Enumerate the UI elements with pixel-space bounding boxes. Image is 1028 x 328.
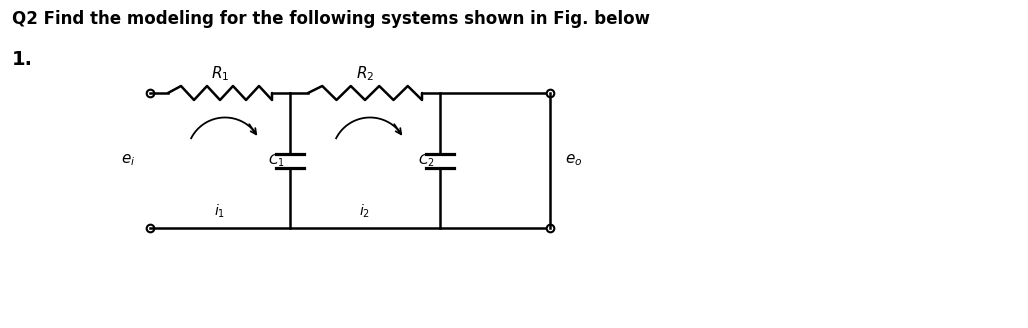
Text: $R_2$: $R_2$ — [356, 64, 374, 83]
Text: 1.: 1. — [12, 50, 33, 69]
Text: $C_2$: $C_2$ — [418, 152, 435, 169]
Text: $e_i$: $e_i$ — [120, 153, 135, 168]
Text: $i_2$: $i_2$ — [360, 202, 370, 220]
Text: Q2 Find the modeling for the following systems shown in Fig. below: Q2 Find the modeling for the following s… — [12, 10, 650, 28]
Text: $C_1$: $C_1$ — [268, 152, 285, 169]
Text: $e_o$: $e_o$ — [565, 153, 583, 168]
Text: $i_1$: $i_1$ — [215, 202, 225, 220]
Text: $R_1$: $R_1$ — [211, 64, 229, 83]
